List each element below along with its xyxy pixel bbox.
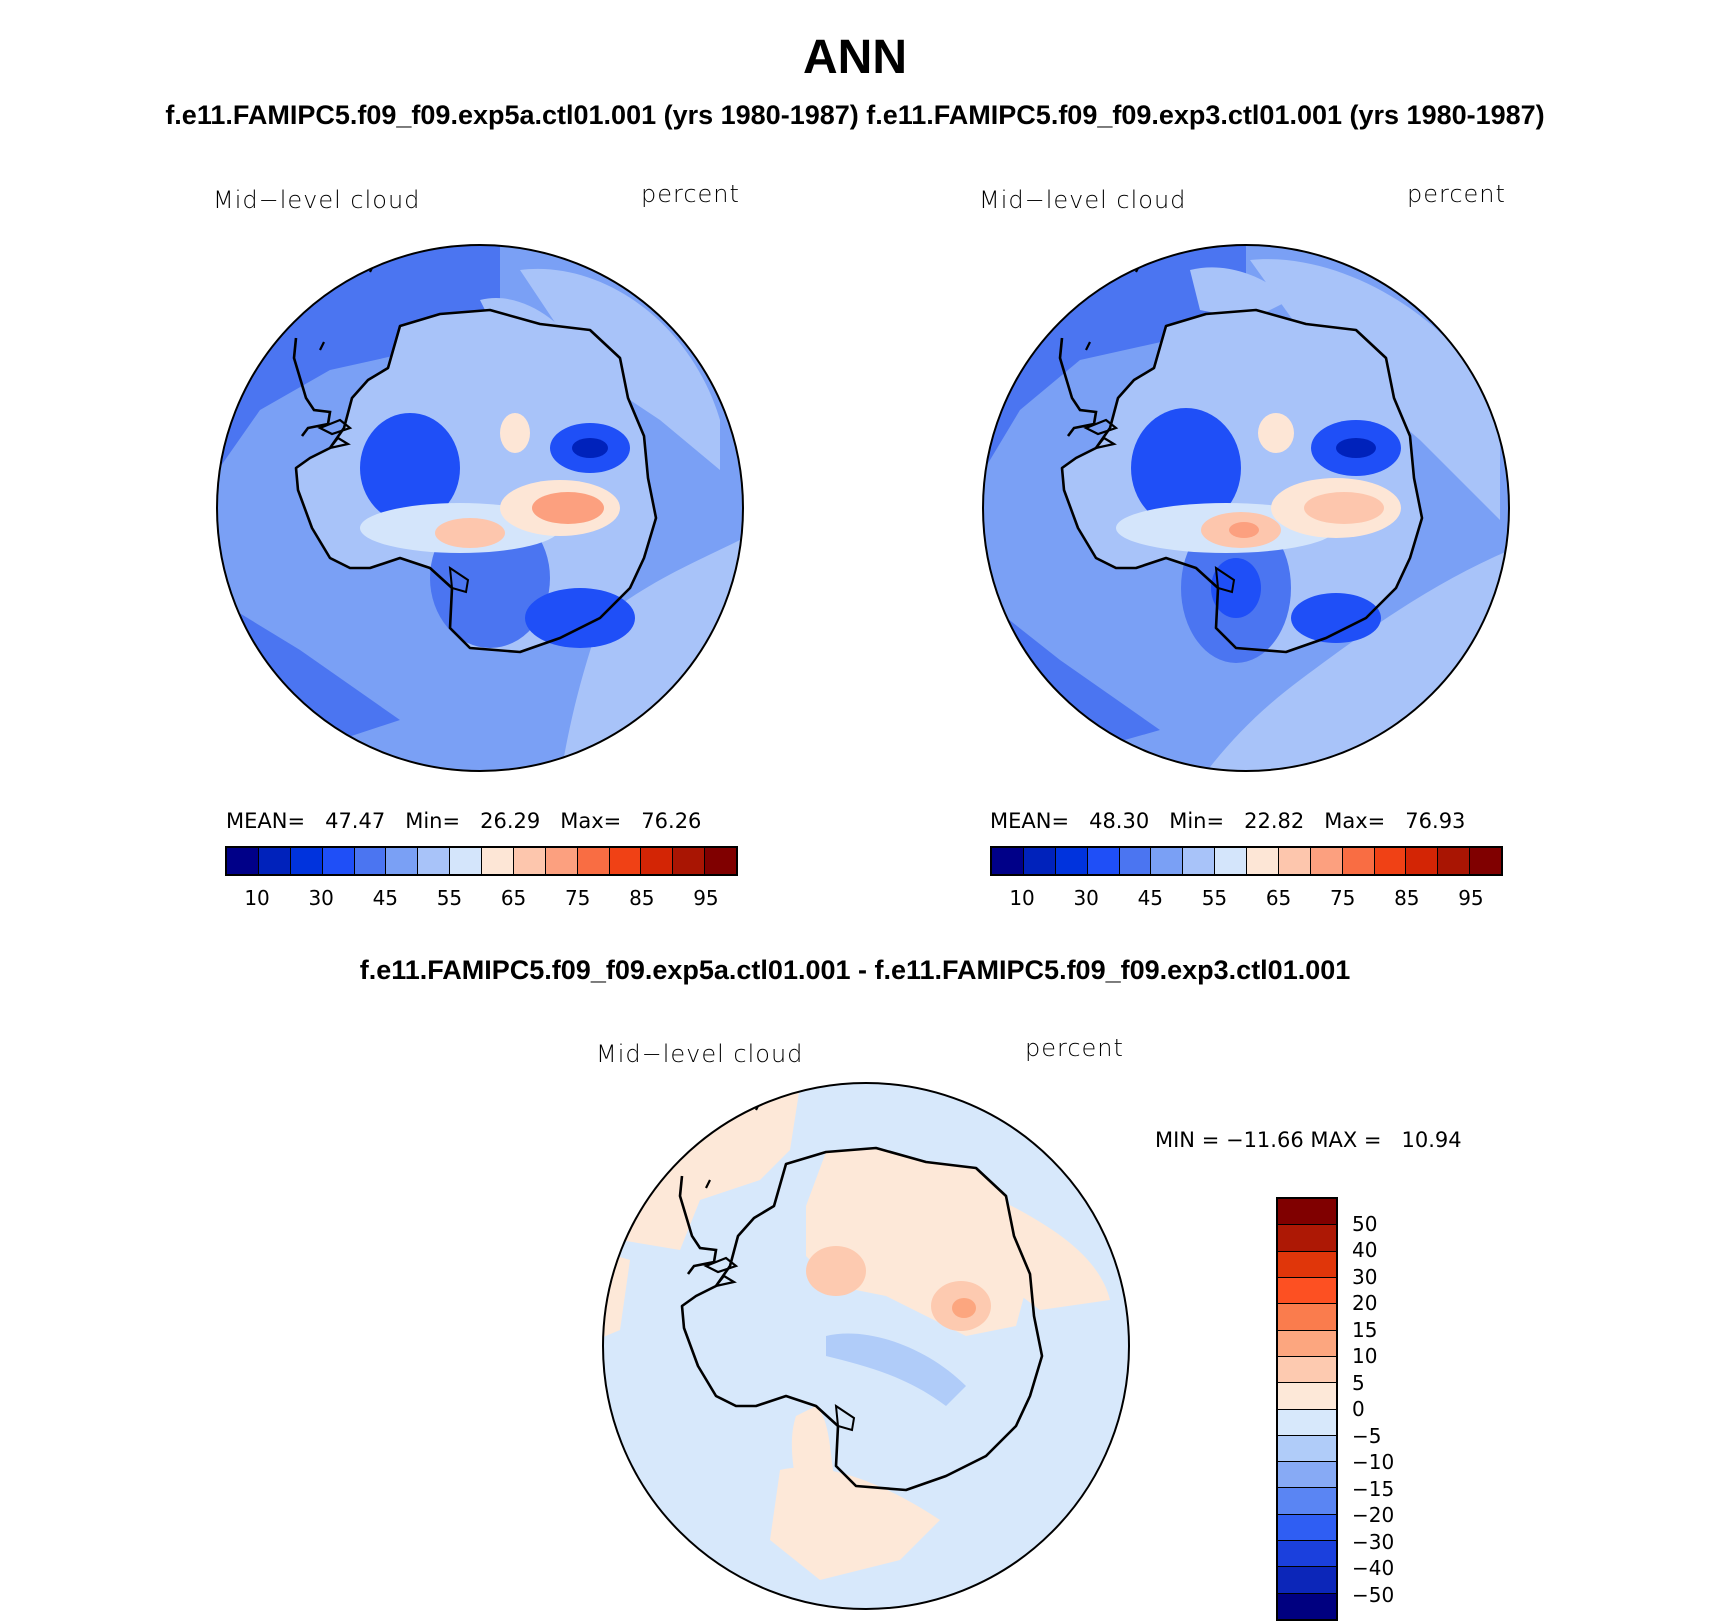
colorbar-box bbox=[1278, 1435, 1336, 1463]
colorbar-box bbox=[1278, 1330, 1336, 1357]
diff-stats: MIN = −11.66 MAX = 10.94 bbox=[1155, 1128, 1462, 1152]
colorbar-tick-label: 75 bbox=[1329, 886, 1356, 910]
colorbar-box bbox=[1278, 1567, 1336, 1594]
colorbar-box bbox=[386, 848, 419, 874]
colorbar-box bbox=[705, 848, 736, 874]
colorbar-box bbox=[1247, 848, 1279, 874]
diff-colorbar bbox=[1276, 1197, 1338, 1621]
colorbar-box bbox=[1278, 1277, 1336, 1305]
diff-units-label: percent bbox=[1025, 1034, 1124, 1062]
colorbar-box bbox=[1342, 848, 1375, 874]
colorbar-tick-label: 40 bbox=[1352, 1238, 1378, 1262]
colorbar-tick-label: 45 bbox=[372, 886, 399, 910]
colorbar-box bbox=[290, 848, 323, 874]
colorbar-tick-label: 10 bbox=[1352, 1344, 1378, 1368]
colorbar-box bbox=[1055, 848, 1088, 874]
colorbar-tick-label: 30 bbox=[308, 886, 334, 910]
colorbar-box bbox=[227, 848, 259, 874]
left-variable-label: Mid−level cloud bbox=[213, 186, 421, 214]
colorbar-box bbox=[482, 848, 514, 874]
colorbar-box bbox=[577, 848, 610, 874]
colorbar-box bbox=[1406, 848, 1439, 874]
colorbar-box bbox=[258, 848, 291, 874]
colorbar-box bbox=[1438, 848, 1471, 874]
colorbar-box bbox=[1119, 848, 1152, 874]
colorbar-tick-label: 15 bbox=[1352, 1317, 1378, 1342]
colorbar-box bbox=[992, 848, 1024, 874]
colorbar-box bbox=[1278, 1462, 1336, 1489]
colorbar-tick-label: 0 bbox=[1352, 1397, 1365, 1421]
colorbar-tick-label: 85 bbox=[1394, 886, 1420, 910]
left-stats: MEAN= 47.47 Min= 26.29 Max= 76.26 bbox=[226, 809, 702, 833]
colorbar-tick-label: 10 bbox=[244, 886, 270, 910]
diff-variable-label: Mid−level cloud bbox=[596, 1040, 804, 1068]
colorbar-tick-label: 55 bbox=[1201, 886, 1228, 910]
colorbar-box bbox=[1310, 848, 1343, 874]
colorbar-box bbox=[609, 848, 642, 874]
colorbar-tick-label: 10 bbox=[1009, 886, 1035, 910]
colorbar-box bbox=[673, 848, 706, 874]
colorbar-box bbox=[1278, 1514, 1336, 1542]
left-units-label: percent bbox=[641, 180, 740, 208]
colorbar-box bbox=[1087, 848, 1120, 874]
colorbar-tick-label: 95 bbox=[1458, 886, 1484, 910]
colorbar-box bbox=[1215, 848, 1247, 874]
colorbar-tick-label: 20 bbox=[1352, 1291, 1378, 1315]
colorbar-box bbox=[1183, 848, 1216, 874]
top-cases-subtitle: f.e11.FAMIPC5.f09_f09.exp5a.ctl01.001 (y… bbox=[165, 100, 1545, 130]
colorbar-box bbox=[641, 848, 674, 874]
colorbar-tick-label: 95 bbox=[693, 886, 719, 910]
colorbar-tick-label: 75 bbox=[564, 886, 591, 910]
colorbar-box bbox=[1278, 1251, 1336, 1278]
colorbar-box bbox=[1278, 1383, 1336, 1410]
colorbar-box bbox=[1278, 1304, 1336, 1331]
colorbar-tick-label: 50 bbox=[1352, 1211, 1378, 1236]
colorbar-box bbox=[1278, 1541, 1336, 1568]
colorbar-tick-label: −40 bbox=[1352, 1556, 1395, 1580]
colorbar-tick-label: 30 bbox=[1073, 886, 1099, 910]
colorbar-tick-label: −5 bbox=[1352, 1423, 1382, 1448]
colorbar-tick-label: 65 bbox=[1265, 886, 1292, 910]
colorbar-box bbox=[1023, 848, 1056, 874]
left-colorbar bbox=[225, 846, 738, 876]
colorbar-box bbox=[1278, 1409, 1336, 1436]
page-title: ANN bbox=[803, 31, 907, 84]
colorbar-box bbox=[322, 848, 355, 874]
colorbar-tick-label: 5 bbox=[1352, 1370, 1365, 1395]
colorbar-tick-label: 30 bbox=[1352, 1264, 1378, 1289]
colorbar-tick-label: 45 bbox=[1137, 886, 1164, 910]
colorbar-box bbox=[545, 848, 578, 874]
colorbar-tick-label: −15 bbox=[1352, 1476, 1395, 1501]
colorbar-tick-label: −50 bbox=[1352, 1582, 1395, 1607]
colorbar-box bbox=[354, 848, 387, 874]
colorbar-box bbox=[1374, 848, 1407, 874]
right-stats: MEAN= 48.30 Min= 22.82 Max= 76.93 bbox=[990, 809, 1466, 833]
right-colorbar bbox=[990, 846, 1503, 876]
right-units-label: percent bbox=[1407, 180, 1506, 208]
colorbar-box bbox=[1278, 1199, 1336, 1226]
colorbar-tick-label: −30 bbox=[1352, 1529, 1395, 1554]
colorbar-box bbox=[1278, 848, 1311, 874]
colorbar-box bbox=[418, 848, 451, 874]
colorbar-box bbox=[1470, 848, 1501, 874]
colorbar-tick-label: 65 bbox=[500, 886, 527, 910]
colorbar-box bbox=[1278, 1593, 1336, 1619]
right-variable-label: Mid−level cloud bbox=[979, 186, 1187, 214]
colorbar-box bbox=[1278, 1488, 1336, 1515]
colorbar-tick-label: −10 bbox=[1352, 1450, 1395, 1474]
colorbar-box bbox=[1278, 1225, 1336, 1252]
colorbar-box bbox=[1151, 848, 1184, 874]
diff-subtitle: f.e11.FAMIPC5.f09_f09.exp5a.ctl01.001 - … bbox=[359, 955, 1351, 985]
colorbar-tick-label: 85 bbox=[629, 886, 655, 910]
colorbar-tick-label: 55 bbox=[436, 886, 463, 910]
colorbar-box bbox=[513, 848, 546, 874]
colorbar-box bbox=[450, 848, 482, 874]
colorbar-box bbox=[1278, 1356, 1336, 1384]
colorbar-tick-label: −20 bbox=[1352, 1503, 1395, 1527]
